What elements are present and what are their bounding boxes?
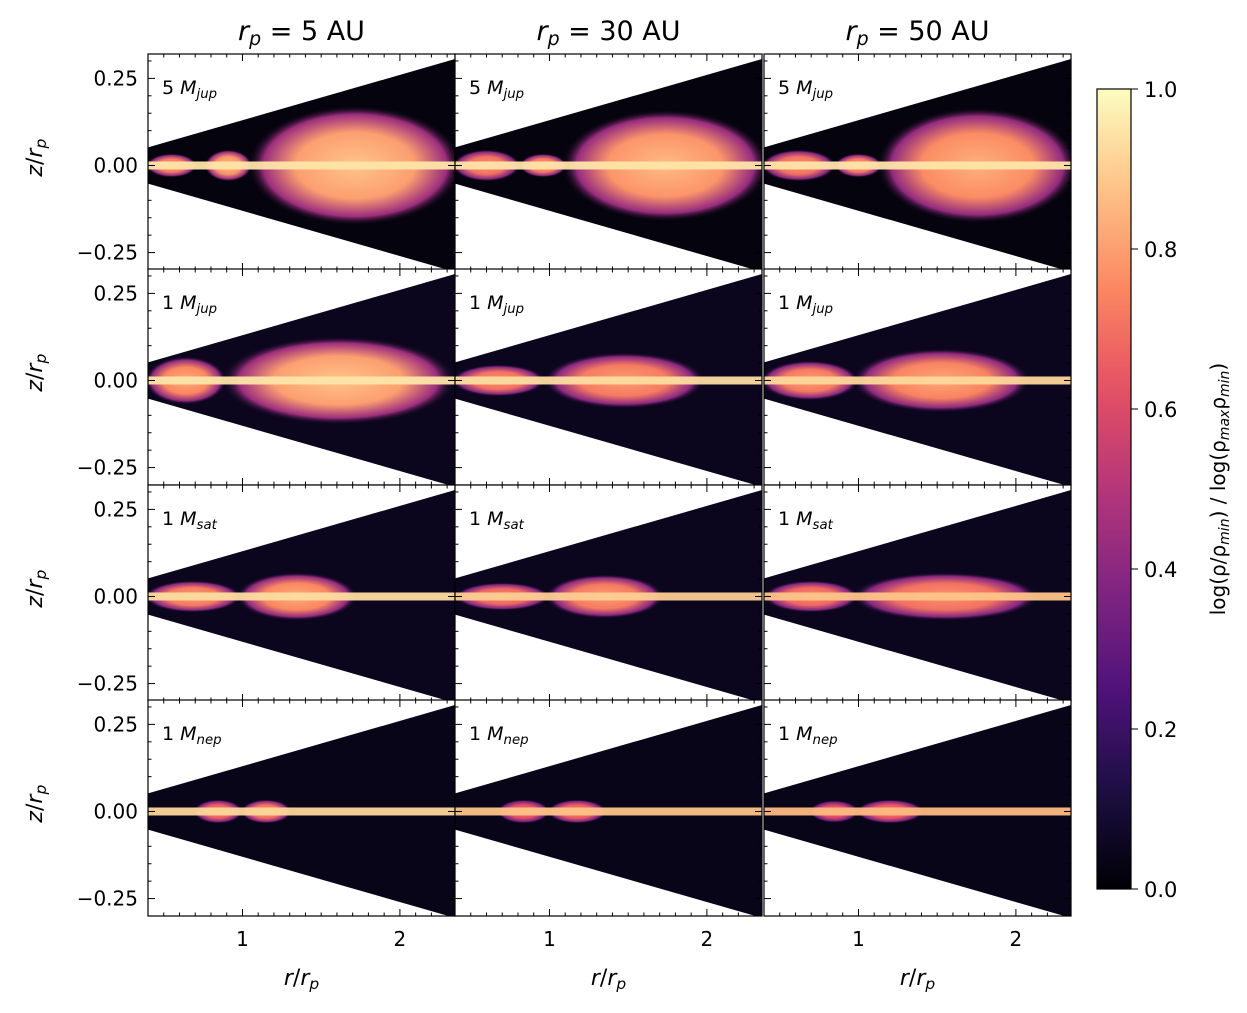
colorbar-frame [1096, 88, 1132, 890]
ticks [455, 269, 762, 485]
colorbar-tick-label: 0.6 [1144, 398, 1177, 422]
midplane-layer [148, 592, 455, 601]
midplane-layer [148, 376, 455, 385]
y-tick-label: 0.25 [93, 497, 138, 521]
mass-label: 1 Msat [162, 508, 218, 533]
y-tick-label: 0.00 [93, 799, 138, 823]
column-title: rp = 50 AU [845, 16, 989, 50]
colorbar: 0.0 0.2 0.4 0.6 0.8 1.0 log(ρ/ρmin) / log(ρmax… [1096, 78, 1233, 902]
x-tick-label: 1 [852, 927, 865, 951]
colorbar-tick-label: 0.2 [1144, 718, 1177, 742]
y-axis-label-text: z/rp [23, 570, 50, 609]
mass-label: 1 Mjup [162, 292, 217, 317]
midplane-layer [455, 592, 762, 601]
x-tick-label: 2 [701, 927, 714, 951]
y-tick-label: −0.25 [77, 887, 138, 911]
panel-1-1: 1 Mjup [454, 268, 763, 486]
mass-label: 1 Mjup [469, 292, 524, 317]
y-axis-label: z/rp [23, 354, 50, 393]
midplane-layer [764, 376, 1071, 385]
panel-frame [763, 699, 1072, 917]
mass-label: 5 Mjup [469, 77, 524, 102]
midplane-layer [455, 376, 762, 385]
column-title: rp = 30 AU [536, 16, 680, 50]
midplane-layer [764, 161, 1071, 170]
midplane-layer [148, 161, 455, 170]
x-tick-label: 1 [236, 927, 249, 951]
midplane-layer [764, 807, 1071, 816]
column-titles: rp = 5 AU rp = 30 AU rp = 50 AU [238, 16, 989, 50]
y-tick-label: 0.25 [93, 712, 138, 736]
x-axis-label: r/rp [900, 966, 936, 993]
panel-3-2: 1 Mnep 1 2 [763, 699, 1072, 951]
y-tick-label: −0.25 [77, 456, 138, 480]
mass-label: 5 Mjup [778, 77, 833, 102]
mass-label: 1 Mjup [778, 292, 833, 317]
y-axis-label: z/rp [23, 570, 50, 609]
panel-2-2: 1 Msat [763, 484, 1072, 702]
colorbar-tick-label: 1.0 [1144, 78, 1177, 102]
y-tick-label: −0.25 [77, 241, 138, 265]
y-tick-label: 0.25 [93, 281, 138, 305]
mass-label: 5 Mjup [162, 77, 217, 102]
mass-label: 1 Mnep [778, 723, 838, 748]
colorbar-tick-label: 0.8 [1144, 238, 1177, 262]
ticks [764, 54, 1071, 270]
x-tick-label: 2 [1010, 927, 1023, 951]
mass-label: 1 Mnep [469, 723, 529, 748]
colorbar-tick-label: 0.4 [1144, 558, 1177, 582]
y-tick-label: 0.00 [93, 584, 138, 608]
panel-0-1: 5 Mjup [454, 53, 763, 271]
x-tick-label: 2 [394, 927, 407, 951]
y-tick-label: −0.25 [77, 672, 138, 696]
ticks [455, 485, 762, 701]
colorbar-gradient [1097, 89, 1131, 889]
y-axis-label-text: z/rp [23, 139, 50, 178]
panel-frame [454, 699, 763, 917]
y-axis-label: z/rp [23, 785, 50, 824]
panel-2-1: 1 Msat [454, 484, 763, 702]
colorbar-label: log(ρ/ρmin) / log(ρmaxρmin) [1206, 363, 1233, 616]
panel-grid: 5 Mjup 0.25 0.00 −0.25 5 Mjup 5 Mjup 1 Mjup 0.2… [77, 53, 1072, 951]
panel-1-0: 1 Mjup 0.25 0.00 −0.25 [77, 268, 456, 486]
ticks [455, 700, 762, 916]
y-tick-label: 0.00 [93, 368, 138, 392]
panel-1-2: 1 Mjup [763, 268, 1072, 486]
y-axis-label-text: z/rp [23, 354, 50, 393]
panel-3-0: 1 Mnep 0.25 0.00 −0.25 1 2 [77, 699, 456, 951]
y-axis-label: z/rp [23, 139, 50, 178]
mass-label: 1 Msat [778, 508, 834, 533]
axis-labels: z/rp z/rp z/rp z/rp r/rp r/rp r/rp [23, 139, 935, 994]
panel-3-1: 1 Mnep 1 2 [454, 699, 763, 951]
midplane-layer [764, 592, 1071, 601]
x-axis-label: r/rp [284, 966, 320, 993]
column-title: rp = 5 AU [238, 16, 365, 50]
midplane-layer [455, 807, 762, 816]
ticks [764, 700, 1071, 916]
midplane-layer [455, 161, 762, 170]
mass-label: 1 Msat [469, 508, 525, 533]
panel-0-2: 5 Mjup [763, 53, 1072, 271]
y-axis-label-text: z/rp [23, 785, 50, 824]
mass-label: 1 Mnep [162, 723, 222, 748]
panel-0-0: 5 Mjup 0.25 0.00 −0.25 [77, 53, 456, 271]
panel-2-0: 1 Msat 0.25 0.00 −0.25 [77, 484, 456, 702]
y-tick-label: 0.25 [93, 66, 138, 90]
colorbar-label-text: log(ρ/ρmin) / log(ρmaxρmin) [1206, 363, 1233, 616]
y-tick-label: 0.00 [93, 153, 138, 177]
x-axis-label: r/rp [591, 966, 627, 993]
x-tick-label: 1 [543, 927, 556, 951]
colorbar-tick-label: 0.0 [1144, 878, 1177, 902]
midplane-layer [148, 807, 455, 816]
